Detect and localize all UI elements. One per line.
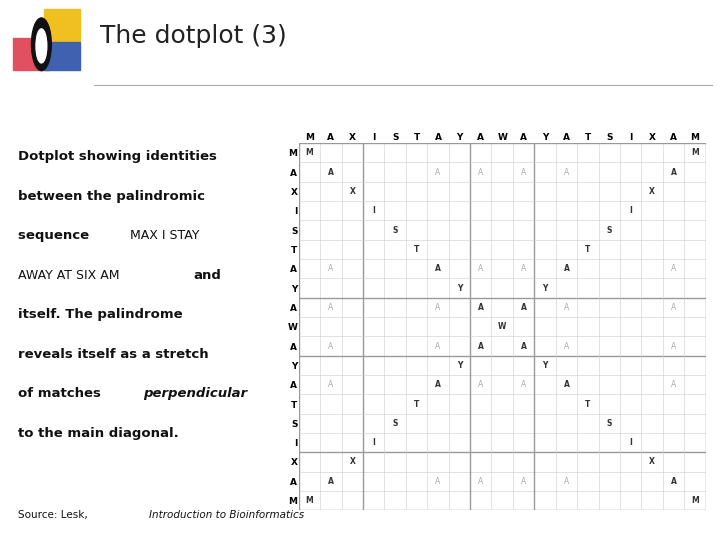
Text: I: I xyxy=(629,206,632,215)
Text: A: A xyxy=(436,477,441,486)
Text: A: A xyxy=(328,303,333,312)
Text: S: S xyxy=(392,419,398,428)
Text: W: W xyxy=(498,322,506,331)
Text: A: A xyxy=(328,341,333,350)
Text: A: A xyxy=(328,264,333,273)
Text: itself. The palindrome: itself. The palindrome xyxy=(18,308,183,321)
Text: between the palindromic: between the palindromic xyxy=(18,190,205,203)
Text: Y: Y xyxy=(542,361,548,370)
Text: A: A xyxy=(521,477,526,486)
Text: A: A xyxy=(564,380,570,389)
Text: A: A xyxy=(521,167,526,177)
Text: A: A xyxy=(670,167,676,177)
Text: I: I xyxy=(629,438,632,447)
Text: I: I xyxy=(372,206,375,215)
Text: A: A xyxy=(436,167,441,177)
Text: X: X xyxy=(649,187,655,196)
Text: A: A xyxy=(671,303,676,312)
Text: T: T xyxy=(414,400,419,408)
Text: S: S xyxy=(606,419,612,428)
Text: A: A xyxy=(521,341,526,350)
Ellipse shape xyxy=(32,18,51,71)
Bar xyxy=(44,10,80,42)
Text: A: A xyxy=(670,477,676,486)
Text: S: S xyxy=(606,226,612,234)
Text: T: T xyxy=(585,400,590,408)
Text: A: A xyxy=(436,341,441,350)
Ellipse shape xyxy=(36,29,47,63)
Text: A: A xyxy=(478,167,483,177)
Bar xyxy=(13,38,49,70)
Text: A: A xyxy=(521,264,526,273)
Text: A: A xyxy=(436,303,441,312)
Text: M: M xyxy=(305,148,313,157)
Text: The dotplot (3): The dotplot (3) xyxy=(100,24,287,48)
Text: A: A xyxy=(478,380,483,389)
Text: A: A xyxy=(671,341,676,350)
Text: A: A xyxy=(435,380,441,389)
Text: A: A xyxy=(328,477,334,486)
Text: M: M xyxy=(691,148,699,157)
Text: Y: Y xyxy=(456,361,462,370)
Text: X: X xyxy=(349,187,355,196)
Text: A: A xyxy=(564,477,569,486)
Text: Introduction to Bioinformatics: Introduction to Bioinformatics xyxy=(149,510,304,520)
Text: Y: Y xyxy=(542,284,548,293)
Text: of matches: of matches xyxy=(18,388,106,401)
Text: to the main diagonal.: to the main diagonal. xyxy=(18,427,179,440)
Text: A: A xyxy=(478,264,483,273)
Text: A: A xyxy=(478,477,483,486)
Text: A: A xyxy=(328,380,333,389)
Text: A: A xyxy=(564,303,569,312)
Text: A: A xyxy=(521,380,526,389)
Text: reveals itself as a stretch: reveals itself as a stretch xyxy=(18,348,209,361)
Text: AWAY AT SIX AM: AWAY AT SIX AM xyxy=(18,269,120,282)
Text: A: A xyxy=(671,264,676,273)
Text: Dotplot showing identities: Dotplot showing identities xyxy=(18,151,217,164)
Text: I: I xyxy=(372,438,375,447)
Text: A: A xyxy=(478,341,484,350)
Text: Source: Lesk,: Source: Lesk, xyxy=(18,510,91,520)
Text: Y: Y xyxy=(456,284,462,293)
Text: and: and xyxy=(194,269,222,282)
Text: T: T xyxy=(585,245,590,254)
Text: sequence: sequence xyxy=(18,230,94,242)
Text: A: A xyxy=(671,380,676,389)
Text: M: M xyxy=(305,496,313,505)
Text: X: X xyxy=(649,457,655,467)
Text: A: A xyxy=(328,167,334,177)
Text: A: A xyxy=(564,341,569,350)
Text: X: X xyxy=(349,457,355,467)
Text: MAX I STAY: MAX I STAY xyxy=(130,230,199,242)
Text: A: A xyxy=(521,303,526,312)
Text: T: T xyxy=(414,245,419,254)
Text: perpendicular: perpendicular xyxy=(143,388,248,401)
Text: A: A xyxy=(435,264,441,273)
Text: M: M xyxy=(691,496,699,505)
Text: A: A xyxy=(564,264,570,273)
Bar xyxy=(44,42,80,70)
Text: A: A xyxy=(478,303,484,312)
Text: S: S xyxy=(392,226,398,234)
Text: A: A xyxy=(564,167,569,177)
